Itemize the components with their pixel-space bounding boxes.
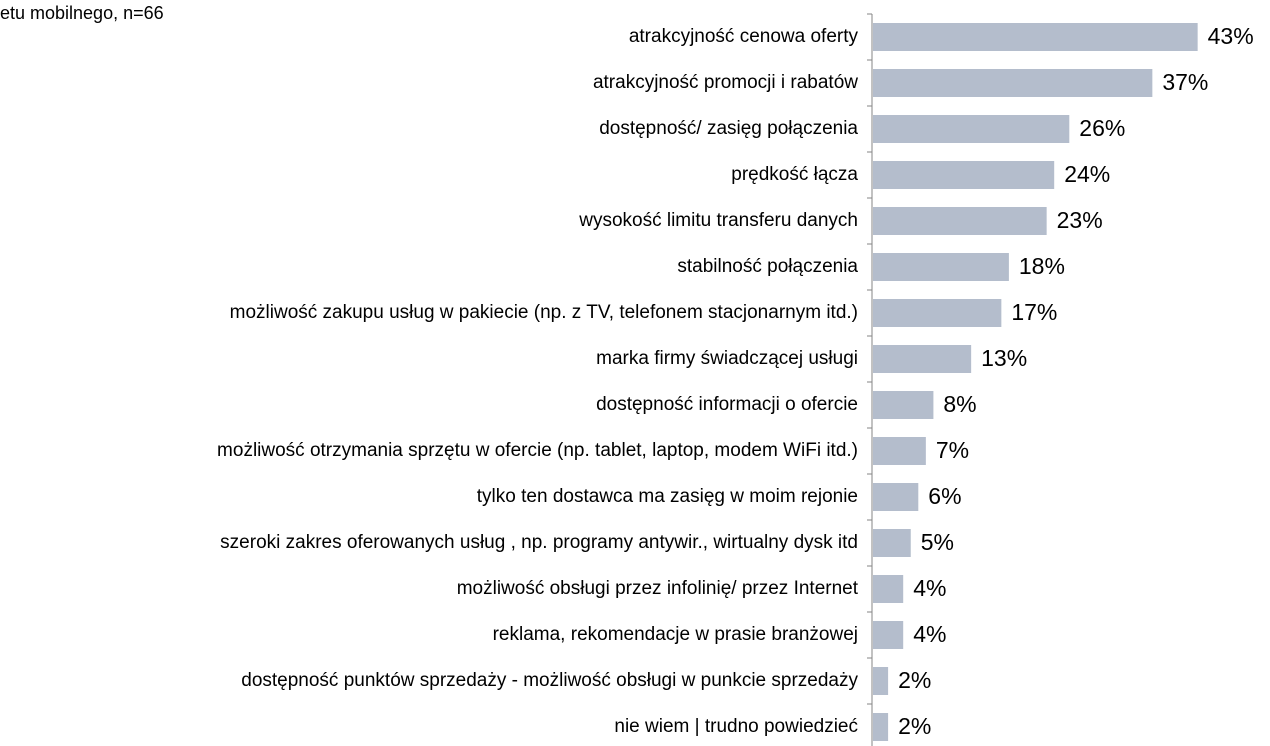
value-label: 4% xyxy=(913,575,946,601)
category-label: szeroki zakres oferowanych usług , np. p… xyxy=(220,532,858,553)
value-label: 6% xyxy=(928,483,961,509)
chart-subtitle: etu mobilnego, n=66 xyxy=(0,3,164,23)
bar xyxy=(873,667,889,695)
category-label: stabilność połączenia xyxy=(677,256,858,277)
value-label: 7% xyxy=(936,437,969,463)
value-label: 23% xyxy=(1057,207,1103,233)
value-label: 24% xyxy=(1064,161,1110,187)
bar xyxy=(873,483,919,511)
category-label: nie wiem | trudno powiedzieć xyxy=(614,716,858,737)
category-label: atrakcyjność promocji i rabatów xyxy=(593,72,858,93)
category-label: reklama, rekomendacje w prasie branżowej xyxy=(493,624,858,645)
value-label: 17% xyxy=(1011,299,1057,325)
category-label: dostępność informacji o ofercie xyxy=(596,394,858,415)
category-label: dostępność/ zasięg połączenia xyxy=(599,118,858,139)
value-label: 13% xyxy=(981,345,1027,371)
value-label: 4% xyxy=(913,621,946,647)
category-label: atrakcyjność cenowa oferty xyxy=(629,26,859,47)
category-label: możliwość zakupu usług w pakiecie (np. z… xyxy=(230,302,858,323)
value-label: 43% xyxy=(1208,23,1254,49)
value-label: 2% xyxy=(898,667,931,693)
bar xyxy=(873,621,904,649)
category-label: możliwość obsługi przez infolinię/ przez… xyxy=(457,578,859,599)
category-label: dostępność punktów sprzedaży - możliwość… xyxy=(241,670,858,691)
bar xyxy=(873,529,911,557)
bar xyxy=(873,23,1198,51)
bar xyxy=(873,575,904,603)
category-label: możliwość otrzymania sprzętu w ofercie (… xyxy=(217,440,858,461)
category-label: marka firmy świadczącej usługi xyxy=(596,348,858,369)
bar xyxy=(873,115,1070,143)
value-label: 8% xyxy=(943,391,976,417)
bar xyxy=(873,299,1002,327)
bar xyxy=(873,345,972,373)
bar xyxy=(873,69,1153,97)
bar xyxy=(873,437,926,465)
category-label: prędkość łącza xyxy=(731,164,858,185)
bar xyxy=(873,713,889,741)
value-label: 18% xyxy=(1019,253,1065,279)
bar xyxy=(873,253,1009,281)
value-label: 26% xyxy=(1079,115,1125,141)
value-label: 37% xyxy=(1162,69,1208,95)
bar xyxy=(873,161,1055,189)
category-label: tylko ten dostawca ma zasięg w moim rejo… xyxy=(477,486,858,507)
value-label: 2% xyxy=(898,713,931,739)
value-label: 5% xyxy=(921,529,954,555)
bar xyxy=(873,207,1047,235)
category-label: wysokość limitu transferu danych xyxy=(578,210,858,231)
bar xyxy=(873,391,934,419)
